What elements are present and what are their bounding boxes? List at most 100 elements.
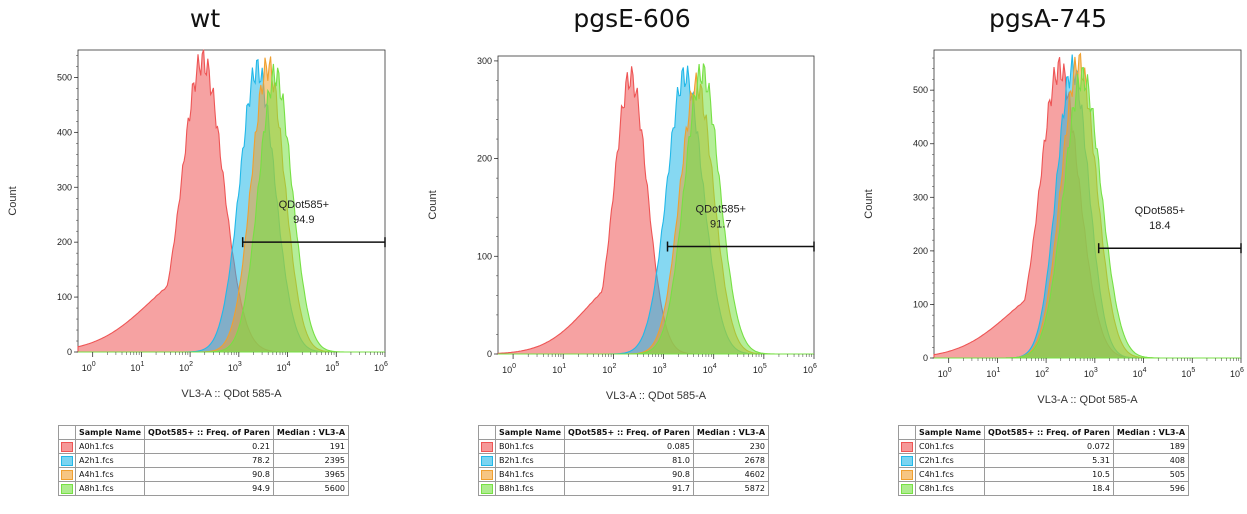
table-header-row: Sample Name QDot585+ :: Freq. of Paren Med… [899, 426, 1189, 440]
x-tick-label: 101 [130, 361, 144, 373]
gate-name: QDot585+ [279, 199, 329, 211]
sample-name-cell: B8h1.fcs [496, 482, 565, 496]
color-swatch [901, 456, 913, 466]
histogram-plot: 0 100 200 300 400 500 100 101 102 103 104 105 106 VL3… [848, 40, 1247, 420]
sample-name-cell: C2h1.fcs [916, 454, 985, 468]
color-swatch [901, 470, 913, 480]
x-tick-label: 103 [228, 361, 242, 373]
y-tick-label: 0 [67, 347, 72, 357]
x-tick-label: 100 [82, 361, 96, 373]
median-cell: 5872 [693, 482, 768, 496]
table-row: B8h1.fcs 91.7 5872 [479, 482, 769, 496]
freq-cell: 91.7 [565, 482, 694, 496]
freq-cell: 94.9 [145, 482, 274, 496]
swatch-header [899, 426, 916, 440]
freq-cell: 90.8 [565, 468, 694, 482]
table-header-row: Sample Name QDot585+ :: Freq. of Paren Med… [479, 426, 769, 440]
y-tick-label: 0 [487, 349, 492, 359]
freq-cell: 10.5 [985, 468, 1114, 482]
histogram-series-C8h1-fcs [934, 68, 1241, 358]
x-tick-label: 100 [502, 363, 516, 375]
y-axis-label: Count [7, 186, 19, 215]
swatch-header [479, 426, 496, 440]
y-tick-label: 200 [913, 246, 928, 256]
median-cell: 505 [1113, 468, 1188, 482]
column-header: Sample Name [916, 426, 985, 440]
x-axis-label: VL3-A :: QDot 585-A [181, 388, 282, 400]
y-tick-label: 200 [57, 237, 72, 247]
table-row: B0h1.fcs 0.085 230 [479, 440, 769, 454]
color-swatch-cell [59, 468, 76, 482]
color-swatch [901, 484, 913, 494]
y-axis-label: Count [427, 190, 439, 219]
color-swatch-cell [479, 440, 496, 454]
color-swatch-cell [899, 482, 916, 496]
sample-name-cell: B0h1.fcs [496, 440, 565, 454]
freq-cell: 0.21 [145, 440, 274, 454]
median-cell: 230 [693, 440, 768, 454]
histogram-series-B2h1-fcs [498, 66, 814, 354]
table-row: A8h1.fcs 94.9 5600 [59, 482, 349, 496]
freq-cell: 90.8 [145, 468, 274, 482]
swatch-header [59, 426, 76, 440]
sample-name-cell: A8h1.fcs [76, 482, 145, 496]
sample-name-cell: C8h1.fcs [916, 482, 985, 496]
color-swatch-cell [59, 482, 76, 496]
color-swatch [481, 484, 493, 494]
color-swatch [61, 470, 73, 480]
x-tick-label: 102 [179, 361, 193, 373]
color-swatch-cell [59, 454, 76, 468]
color-swatch-cell [479, 482, 496, 496]
y-tick-label: 100 [913, 299, 928, 309]
color-swatch-cell [899, 468, 916, 482]
gate-name: QDot585+ [1135, 205, 1185, 217]
table-row: B4h1.fcs 90.8 4602 [479, 468, 769, 482]
gate-value: 94.9 [293, 214, 314, 226]
x-tick-label: 106 [1230, 367, 1244, 379]
freq-cell: 0.072 [985, 440, 1114, 454]
gate-value: 18.4 [1149, 220, 1170, 232]
table-row: C4h1.fcs 10.5 505 [899, 468, 1189, 482]
stats-table: Sample Name QDot585+ :: Freq. of Paren Med… [58, 425, 349, 496]
x-tick-label: 100 [938, 367, 952, 379]
color-swatch [61, 484, 73, 494]
table-row: B2h1.fcs 81.0 2678 [479, 454, 769, 468]
y-tick-label: 0 [923, 353, 928, 363]
table-row: C2h1.fcs 5.31 408 [899, 454, 1189, 468]
x-tick-label: 101 [986, 367, 1000, 379]
sample-name-cell: A4h1.fcs [76, 468, 145, 482]
y-tick-label: 400 [57, 127, 72, 137]
chart-title: pgsE-606 [432, 4, 832, 33]
gate-value: 91.7 [710, 219, 731, 231]
median-cell: 3965 [273, 468, 348, 482]
y-tick-label: 500 [913, 85, 928, 95]
y-tick-label: 300 [57, 182, 72, 192]
color-swatch-cell [899, 454, 916, 468]
median-cell: 191 [273, 440, 348, 454]
median-cell: 2395 [273, 454, 348, 468]
table-row: A0h1.fcs 0.21 191 [59, 440, 349, 454]
color-swatch-cell [59, 440, 76, 454]
color-swatch [481, 456, 493, 466]
median-cell: 408 [1113, 454, 1188, 468]
y-tick-label: 500 [57, 72, 72, 82]
sample-name-cell: C0h1.fcs [916, 440, 985, 454]
x-tick-label: 104 [1133, 367, 1147, 379]
freq-cell: 78.2 [145, 454, 274, 468]
column-header: QDot585+ :: Freq. of Paren [145, 426, 274, 440]
x-tick-label: 106 [803, 363, 817, 375]
table-header-row: Sample Name QDot585+ :: Freq. of Paren Med… [59, 426, 349, 440]
column-header: Sample Name [496, 426, 565, 440]
sample-name-cell: B2h1.fcs [496, 454, 565, 468]
color-swatch-cell [479, 468, 496, 482]
median-cell: 596 [1113, 482, 1188, 496]
color-swatch [61, 442, 73, 452]
color-swatch-cell [479, 454, 496, 468]
x-axis-label: VL3-A :: QDot 585-A [606, 390, 707, 402]
sample-name-cell: C4h1.fcs [916, 468, 985, 482]
color-swatch [901, 442, 913, 452]
freq-cell: 81.0 [565, 454, 694, 468]
median-cell: 189 [1113, 440, 1188, 454]
x-tick-label: 106 [374, 361, 388, 373]
